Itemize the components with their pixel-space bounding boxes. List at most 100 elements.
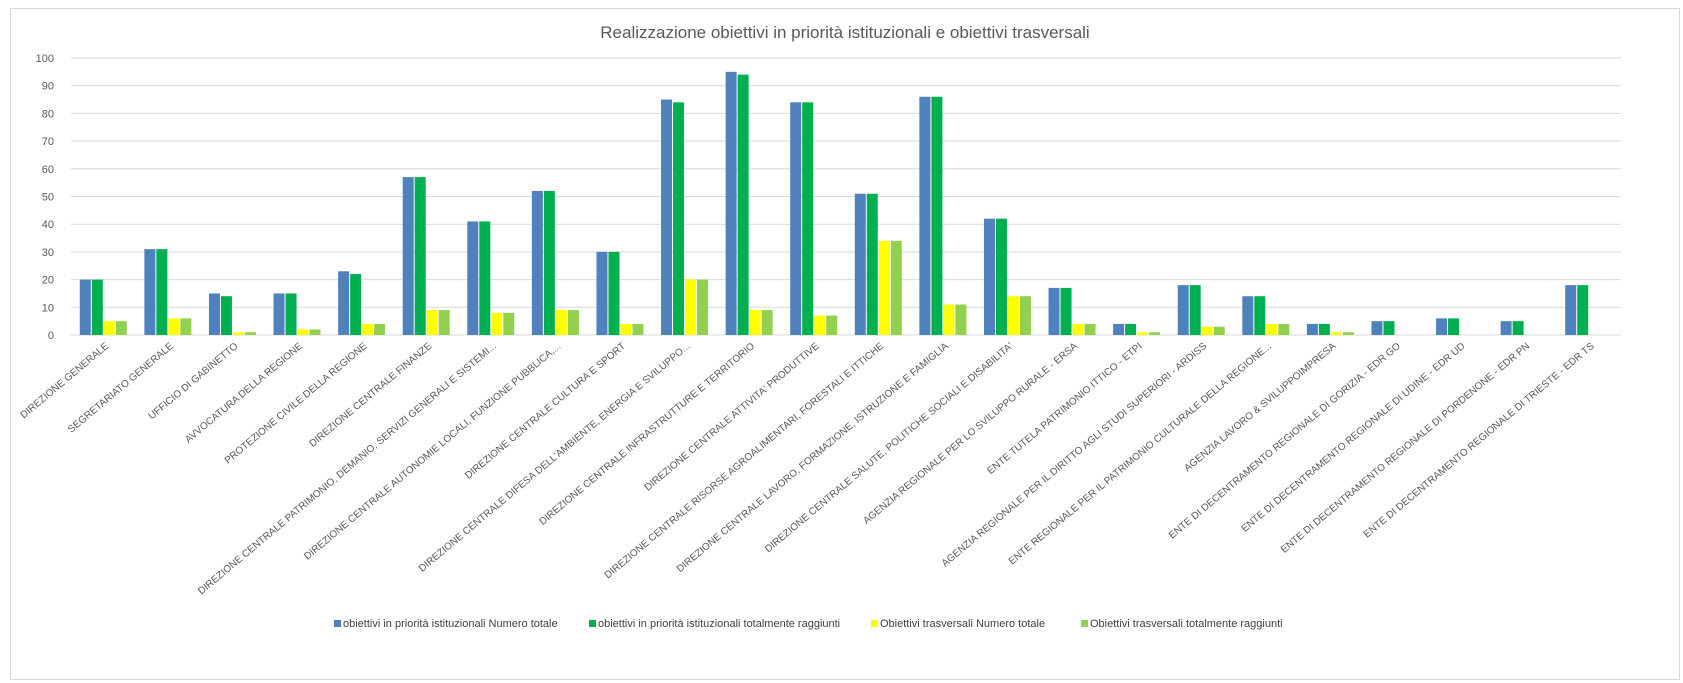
bar-3-4 — [297, 329, 309, 335]
bar-3-5 — [362, 323, 374, 335]
bar-4-15 — [1019, 296, 1031, 335]
x-tick-label: DIREZIONE CENTRALE FINANZE — [307, 341, 434, 450]
bar-3-19 — [1266, 323, 1278, 335]
chart-frame: Realizzazione obiettivi in priorità isti… — [10, 8, 1680, 680]
bar-1-11 — [725, 71, 737, 335]
bar-1-7 — [467, 221, 479, 335]
y-tick-label: 30 — [42, 247, 54, 259]
bar-2-22 — [1448, 318, 1460, 335]
bar-4-9 — [632, 323, 644, 335]
legend-swatch — [871, 620, 878, 627]
bar-1-20 — [1306, 323, 1318, 335]
bar-1-13 — [854, 193, 866, 335]
bar-4-10 — [697, 279, 709, 335]
bar-3-11 — [749, 310, 761, 335]
bar-2-21 — [1383, 321, 1395, 335]
bar-3-12 — [814, 315, 826, 335]
bar-2-13 — [866, 193, 878, 335]
bar-3-14 — [943, 304, 955, 335]
bars — [79, 71, 1589, 336]
bar-4-16 — [1084, 323, 1096, 335]
bar-4-3 — [244, 332, 256, 335]
x-tick-label: ENTE DI DECENTRAMENTO REGIONALE DI TRIES… — [1362, 341, 1597, 541]
bar-3-8 — [555, 310, 567, 335]
bar-2-6 — [414, 177, 426, 335]
bar-1-1 — [79, 279, 91, 335]
bar-2-5 — [350, 274, 362, 335]
bar-3-18 — [1201, 326, 1213, 335]
x-tick-label: AGENZIA REGIONALE PER LO SVILUPPO RURALE… — [861, 341, 1080, 527]
bar-1-16 — [1048, 287, 1060, 335]
x-tick-label: DIREZIONE CENTRALE SALUTE, POLITICHE SOC… — [763, 341, 1015, 555]
bar-1-3 — [208, 293, 220, 335]
bar-4-7 — [503, 312, 515, 335]
bar-2-12 — [802, 102, 814, 335]
legend: obiettivi in priorità istituzionali Nume… — [334, 618, 1283, 630]
bar-2-7 — [479, 221, 491, 335]
bar-2-23 — [1512, 321, 1524, 335]
bar-4-8 — [567, 310, 579, 335]
y-tick-label: 80 — [42, 108, 54, 120]
x-tick-label: DIREZIONE CENTRALE INFRASTRUTTURE E TERR… — [537, 341, 757, 528]
bar-3-7 — [491, 312, 503, 335]
bar-3-13 — [878, 240, 890, 335]
bar-1-10 — [661, 99, 673, 335]
bar-3-6 — [426, 310, 438, 335]
legend-label: obiettivi in priorità istituzionali Nume… — [343, 618, 558, 630]
bar-2-24 — [1577, 285, 1589, 335]
bar-3-17 — [1137, 332, 1149, 335]
bar-2-9 — [608, 251, 620, 335]
y-tick-label: 90 — [42, 81, 54, 93]
legend-label: obiettivi in priorità istituzionali tota… — [598, 618, 840, 630]
bar-1-21 — [1371, 321, 1383, 335]
bar-1-18 — [1177, 285, 1189, 335]
bar-2-10 — [673, 102, 685, 335]
bar-1-8 — [531, 190, 543, 335]
y-tick-label: 20 — [42, 275, 54, 287]
bar-3-10 — [685, 279, 697, 335]
bar-4-6 — [438, 310, 450, 335]
bar-1-12 — [790, 102, 802, 335]
y-tick-label: 10 — [42, 302, 54, 314]
y-tick-label: 100 — [36, 53, 54, 65]
y-tick-label: 50 — [42, 192, 54, 204]
legend-swatch — [334, 620, 341, 627]
y-tick-label: 70 — [42, 136, 54, 148]
bar-2-17 — [1125, 323, 1137, 335]
bar-1-6 — [402, 177, 414, 335]
bar-4-18 — [1213, 326, 1225, 335]
bar-4-13 — [890, 240, 902, 335]
legend-label: Obiettivi trasversali Numero totale — [880, 618, 1045, 630]
bar-4-20 — [1342, 332, 1354, 335]
bar-1-15 — [983, 218, 995, 335]
y-axis: 0 10 20 30 40 50 60 70 80 90 100 — [36, 53, 54, 342]
chart-title: Realizzazione obiettivi in priorità isti… — [600, 23, 1089, 42]
bar-2-16 — [1060, 287, 1072, 335]
bar-3-15 — [1007, 296, 1019, 335]
bar-3-3 — [232, 332, 244, 335]
x-tick-label: AVVOCATURA DELLA REGIONE — [183, 341, 305, 446]
bar-2-14 — [931, 96, 943, 335]
bar-chart: Realizzazione obiettivi in priorità isti… — [19, 23, 1621, 630]
bar-3-2 — [168, 318, 180, 335]
bar-2-15 — [995, 218, 1007, 335]
bar-3-16 — [1072, 323, 1084, 335]
legend-swatch — [589, 620, 596, 627]
x-tick-label: ENTE DI DECENTRAMENTO REGIONALE DI PORDE… — [1279, 341, 1532, 556]
bar-2-11 — [737, 74, 749, 336]
bar-3-9 — [620, 323, 632, 335]
bar-2-8 — [543, 190, 555, 335]
bar-4-19 — [1278, 323, 1290, 335]
bar-1-24 — [1565, 285, 1577, 335]
bar-1-5 — [338, 271, 350, 335]
y-tick-label: 40 — [42, 219, 54, 231]
bar-4-12 — [826, 315, 838, 335]
bar-1-22 — [1436, 318, 1448, 335]
gridlines — [71, 57, 1621, 336]
bar-2-4 — [285, 293, 297, 335]
bar-1-4 — [273, 293, 285, 335]
bar-2-1 — [91, 279, 103, 335]
bar-2-2 — [156, 249, 168, 335]
bar-1-19 — [1242, 296, 1254, 335]
x-tick-label: ENTE DI DECENTRAMENTO REGIONALE DI UDINE… — [1240, 341, 1468, 535]
